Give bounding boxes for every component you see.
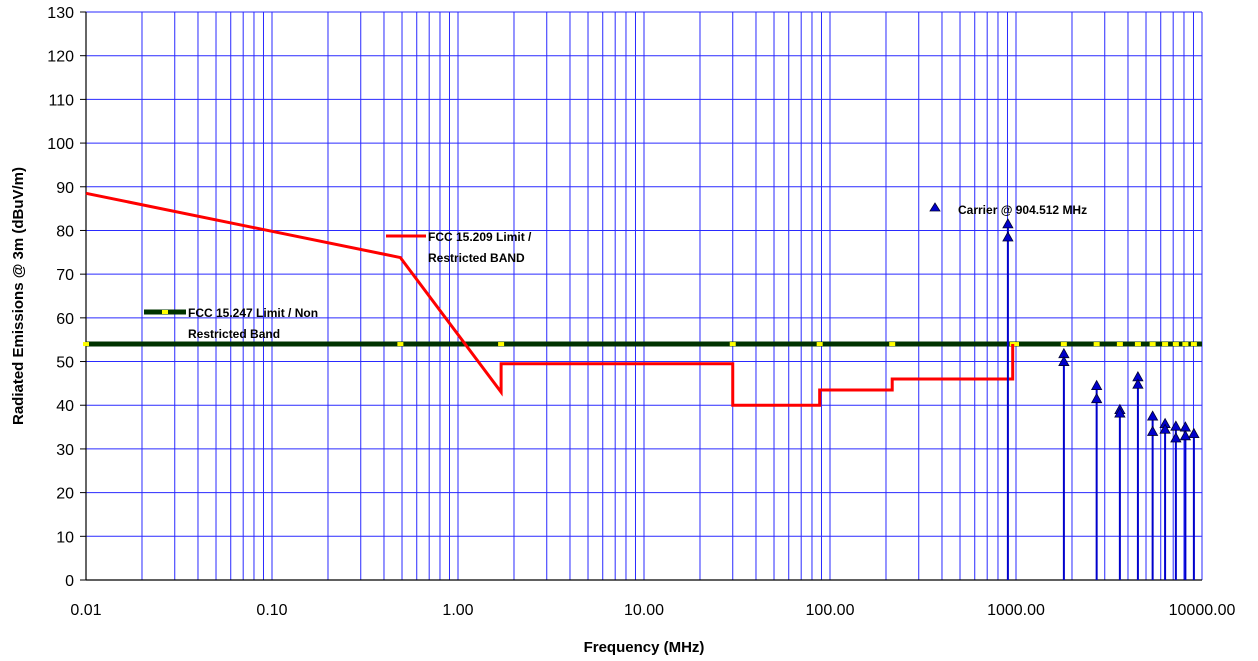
y-tick-label: 40 <box>56 398 74 415</box>
marker-fcc-247 <box>1190 342 1197 347</box>
y-tick-label: 50 <box>56 355 74 372</box>
marker-fcc-247 <box>729 342 736 347</box>
point-carrier <box>1170 432 1182 443</box>
marker-fcc-247 <box>83 342 89 347</box>
grid <box>80 11 1203 581</box>
point-carrier <box>1002 218 1014 229</box>
y-tick-label: 80 <box>56 223 74 240</box>
series-layer <box>83 191 1202 580</box>
marker-fcc-247 <box>498 342 505 347</box>
legend-label-fcc-209-line2: Restricted BAND <box>428 251 525 265</box>
legend-label-carrier: Carrier @ 904.512 MHz <box>958 203 1087 217</box>
marker-fcc-247 <box>1162 342 1169 347</box>
series-line-fcc-209 <box>85 191 1015 407</box>
legend-label-fcc-247-line1: FCC 15.247 Limit / Non <box>188 306 318 320</box>
point-carrier <box>1188 427 1200 439</box>
x-tick-label: 0.01 <box>70 602 101 619</box>
point-carrier <box>1090 392 1103 404</box>
point-carrier <box>1058 355 1070 366</box>
y-tick-label: 110 <box>48 92 74 109</box>
point-carrier <box>1090 379 1103 390</box>
point-carrier <box>1146 425 1159 436</box>
x-tick-label: 0.10 <box>256 602 287 619</box>
y-tick-label: 0 <box>65 573 74 590</box>
marker-fcc-247 <box>889 342 896 347</box>
y-tick-label: 120 <box>47 49 74 66</box>
marker-fcc-247 <box>1172 342 1179 347</box>
legend-swatch-fcc-247-marker <box>162 310 168 314</box>
y-tick-label: 30 <box>56 442 74 459</box>
x-tick-label: 100.00 <box>806 602 855 619</box>
marker-fcc-247 <box>1060 342 1067 347</box>
x-axis-title: Frequency (MHz) <box>584 639 705 656</box>
tick-labels: 0 10 20 30 40 50 60 70 80 90 100 110 120 130 0.01 0.10 1… <box>47 5 1235 619</box>
y-tick-label: 60 <box>56 311 74 328</box>
y-tick-label: 130 <box>47 5 74 22</box>
y-tick-label: 70 <box>56 267 74 284</box>
point-carrier <box>1114 407 1126 418</box>
x-tick-label: 1000.00 <box>987 602 1045 619</box>
marker-fcc-247 <box>816 342 823 347</box>
point-carrier <box>1132 378 1144 389</box>
legend-labels: FCC 15.209 Limit / Restricted BAND FCC 1… <box>144 202 1087 341</box>
x-tick-label: 10000.00 <box>1169 602 1236 619</box>
marker-fcc-247 <box>1182 342 1189 347</box>
x-tick-label: 1.00 <box>442 602 473 619</box>
y-tick-label: 90 <box>56 180 74 197</box>
marker-fcc-247 <box>1134 342 1141 347</box>
point-carrier <box>1159 423 1171 434</box>
marker-fcc-247 <box>1013 342 1019 347</box>
legend-swatch-carrier <box>929 202 941 212</box>
point-carrier <box>1002 231 1014 242</box>
point-carrier <box>1170 420 1182 431</box>
marker-fcc-247 <box>1116 342 1123 347</box>
point-carrier <box>1179 429 1192 441</box>
marker-fcc-247 <box>1149 342 1156 347</box>
point-carrier <box>1146 410 1159 421</box>
legend-label-fcc-247-line2: Restricted Band <box>188 327 280 341</box>
x-tick-label: 10.00 <box>624 602 664 619</box>
marker-fcc-247 <box>397 342 404 347</box>
y-tick-label: 100 <box>47 136 74 153</box>
y-tick-label: 20 <box>56 486 74 503</box>
y-axis-title: Radiated Emissions @ 3m (dBuV/m) <box>10 167 27 425</box>
y-tick-label: 10 <box>56 529 74 546</box>
marker-fcc-247 <box>1093 342 1100 347</box>
legend-label-fcc-209-line1: FCC 15.209 Limit / <box>428 230 532 244</box>
